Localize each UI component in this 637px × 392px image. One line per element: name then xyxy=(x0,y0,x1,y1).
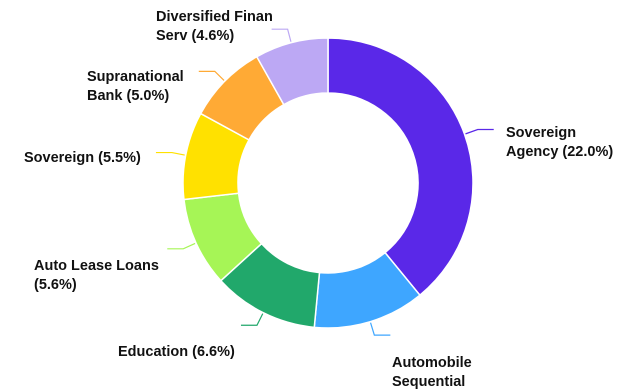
chart-slices xyxy=(182,37,474,329)
leader-line-5 xyxy=(198,70,225,81)
leader-line-0 xyxy=(465,128,494,135)
label-auto-lease-loans: Auto Lease Loans (5.6%) xyxy=(34,258,163,293)
label-sovereign-agency: Sovereign Agency (22.0%) xyxy=(506,125,613,160)
label-diversified-finan-serv: Diversified Finan Serv (4.6%) xyxy=(156,9,277,44)
leader-line-1 xyxy=(369,322,391,336)
slice-0 xyxy=(327,37,474,297)
label-education: Education (6.6%) xyxy=(118,344,235,360)
label-supranational-bank: Supranational Bank (5.0%) xyxy=(87,69,188,104)
leader-line-6 xyxy=(271,28,292,42)
leader-line-2 xyxy=(240,313,264,326)
leader-line-3 xyxy=(167,242,196,250)
chart-leader-lines xyxy=(155,28,494,336)
label-sovereign: Sovereign (5.5%) xyxy=(24,150,141,166)
label-automobile-sequential: Automobile Sequential xyxy=(392,355,476,390)
slice-6 xyxy=(255,37,329,106)
leader-line-4 xyxy=(155,151,185,156)
